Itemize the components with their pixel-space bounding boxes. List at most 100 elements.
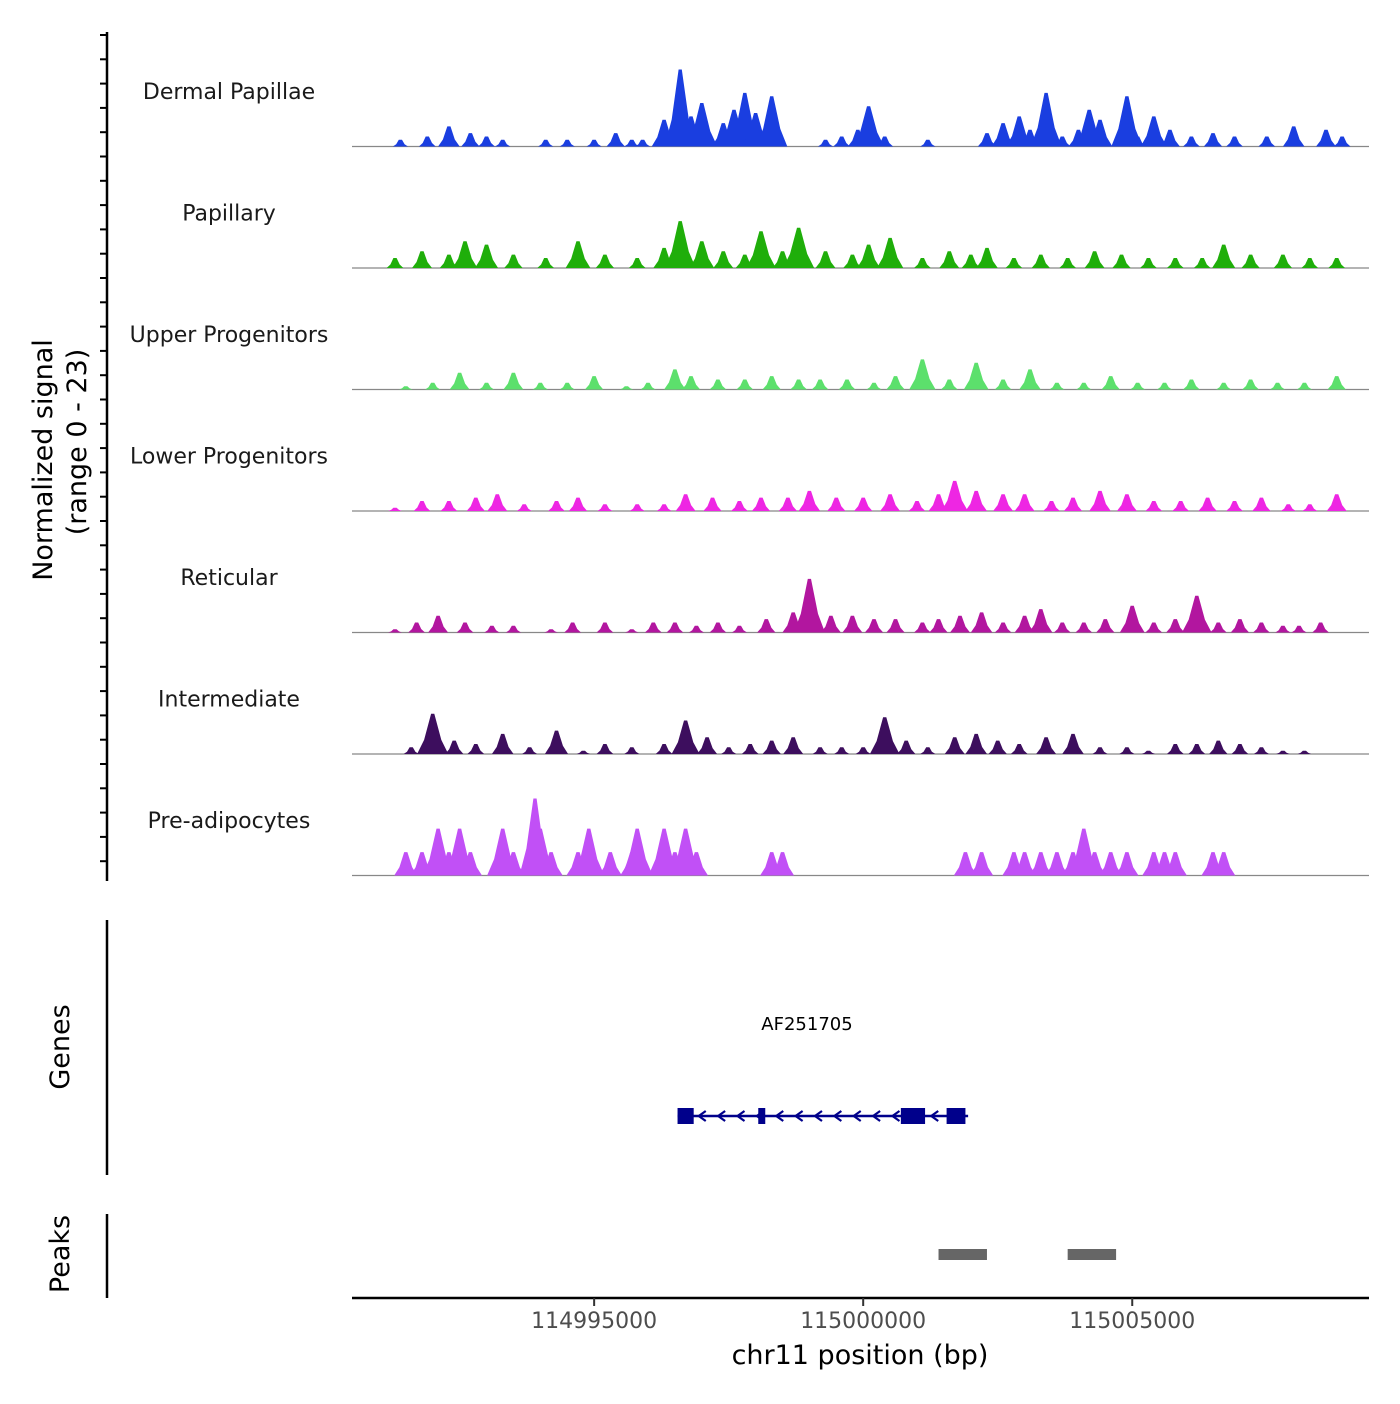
gene-model [677,1108,969,1124]
signal-peak [965,733,987,754]
signal-peak [504,254,523,268]
signal-peak [1096,619,1115,633]
signal-peak [624,747,640,754]
signal-peak [1076,382,1092,390]
signal-peak [770,852,795,876]
gene-name-label: AF251705 [761,1014,852,1035]
signal-peak [503,372,524,390]
signal-peak [681,376,701,390]
signal-peak [1333,136,1351,147]
signal-peak [876,237,904,268]
signal-peak [965,490,987,511]
signal-peak [1092,747,1108,754]
peak-regions [938,1249,1117,1260]
signal-peak [1182,595,1212,633]
signal-peak [827,497,846,511]
signal-peak [1312,622,1329,633]
signal-peak [656,504,672,511]
signal-peak [886,376,905,390]
signal-peak [1053,136,1071,147]
signal-peak [1145,501,1163,511]
signal-peak [908,501,926,511]
signal-peak [671,720,700,754]
signal-peak [487,494,508,511]
signal-peak [688,625,704,633]
signal-peak [584,376,604,390]
signal-peak [970,612,993,633]
track-upper-progenitors: Upper Progenitors [130,323,1369,391]
signal-y-label: Normalized signal [28,339,59,581]
track-label: Dermal Papillae [143,80,315,105]
signal-peak [1291,625,1307,633]
signal-peak [1141,750,1156,754]
signal-peak [741,744,759,754]
signal-peak [449,372,470,390]
signal-peak [897,740,916,754]
signal-peak [412,251,432,268]
signal-peak [914,258,931,268]
signal-peak [751,497,771,511]
signal-peak [686,103,718,147]
signal-peak [1209,622,1227,633]
signal-peak [1230,619,1250,633]
signal-peak [1188,744,1206,754]
signal-peak [1226,501,1243,511]
signal-peak [1013,852,1037,876]
signal-peak [628,258,646,268]
signal-peak [478,136,495,147]
signal-peak [1014,494,1035,511]
signal-peak [564,622,581,633]
signal-peak [586,139,602,147]
signal-peak [864,619,884,633]
signal-peak [467,744,485,754]
signal-peak [1172,501,1190,511]
signal-peak [1036,737,1057,754]
signal-peak [621,828,653,876]
signal-peak [689,241,715,268]
signal-peak [1316,129,1336,147]
x-tick-label: 114995000 [531,1309,657,1334]
signal-peak [413,501,431,511]
signal-peak [425,382,441,390]
signal-peak [815,251,836,268]
track-label: Pre-adipocytes [148,809,311,834]
signal-peak [1010,744,1028,754]
signal-peak [1084,251,1105,268]
signal-peak [1326,494,1347,511]
signal-peak [522,747,538,754]
signal-peak [388,507,402,511]
signal-peak [394,852,418,876]
signal-peak [1129,136,1146,147]
signal-peak [783,227,815,268]
signal-peak [843,254,862,268]
signal-peak [532,382,548,390]
track-intermediate: Intermediate [158,688,1369,755]
signal-peak [595,254,615,268]
signal-range-label: (range 0 - 23) [62,349,93,536]
signal-peak [1166,258,1184,268]
signal-peak [976,247,998,268]
signal-peak [939,251,960,268]
signal-peak [994,379,1012,390]
signal-peak [970,852,994,876]
signal-peak [1014,615,1035,633]
signal-peak [559,382,575,390]
signal-peak [664,369,686,390]
signal-axis-ticks [100,34,107,863]
strand-arrow [735,1110,746,1122]
signal-peak [1166,744,1184,754]
signal-peak [675,494,696,511]
signal-peak [484,625,500,633]
signal-peak [1242,379,1259,390]
track-reticular: Reticular [180,566,1369,634]
signal-peak [491,733,514,754]
signal-peak [418,136,436,147]
signal-peak [709,379,727,390]
signal-peak [697,737,718,754]
signal-peak [721,747,737,754]
signal-peak [991,123,1015,147]
signal-peak [1327,376,1346,390]
signal-peak [855,747,871,754]
strand-arrow [832,1110,843,1122]
signal-peak [539,852,563,876]
